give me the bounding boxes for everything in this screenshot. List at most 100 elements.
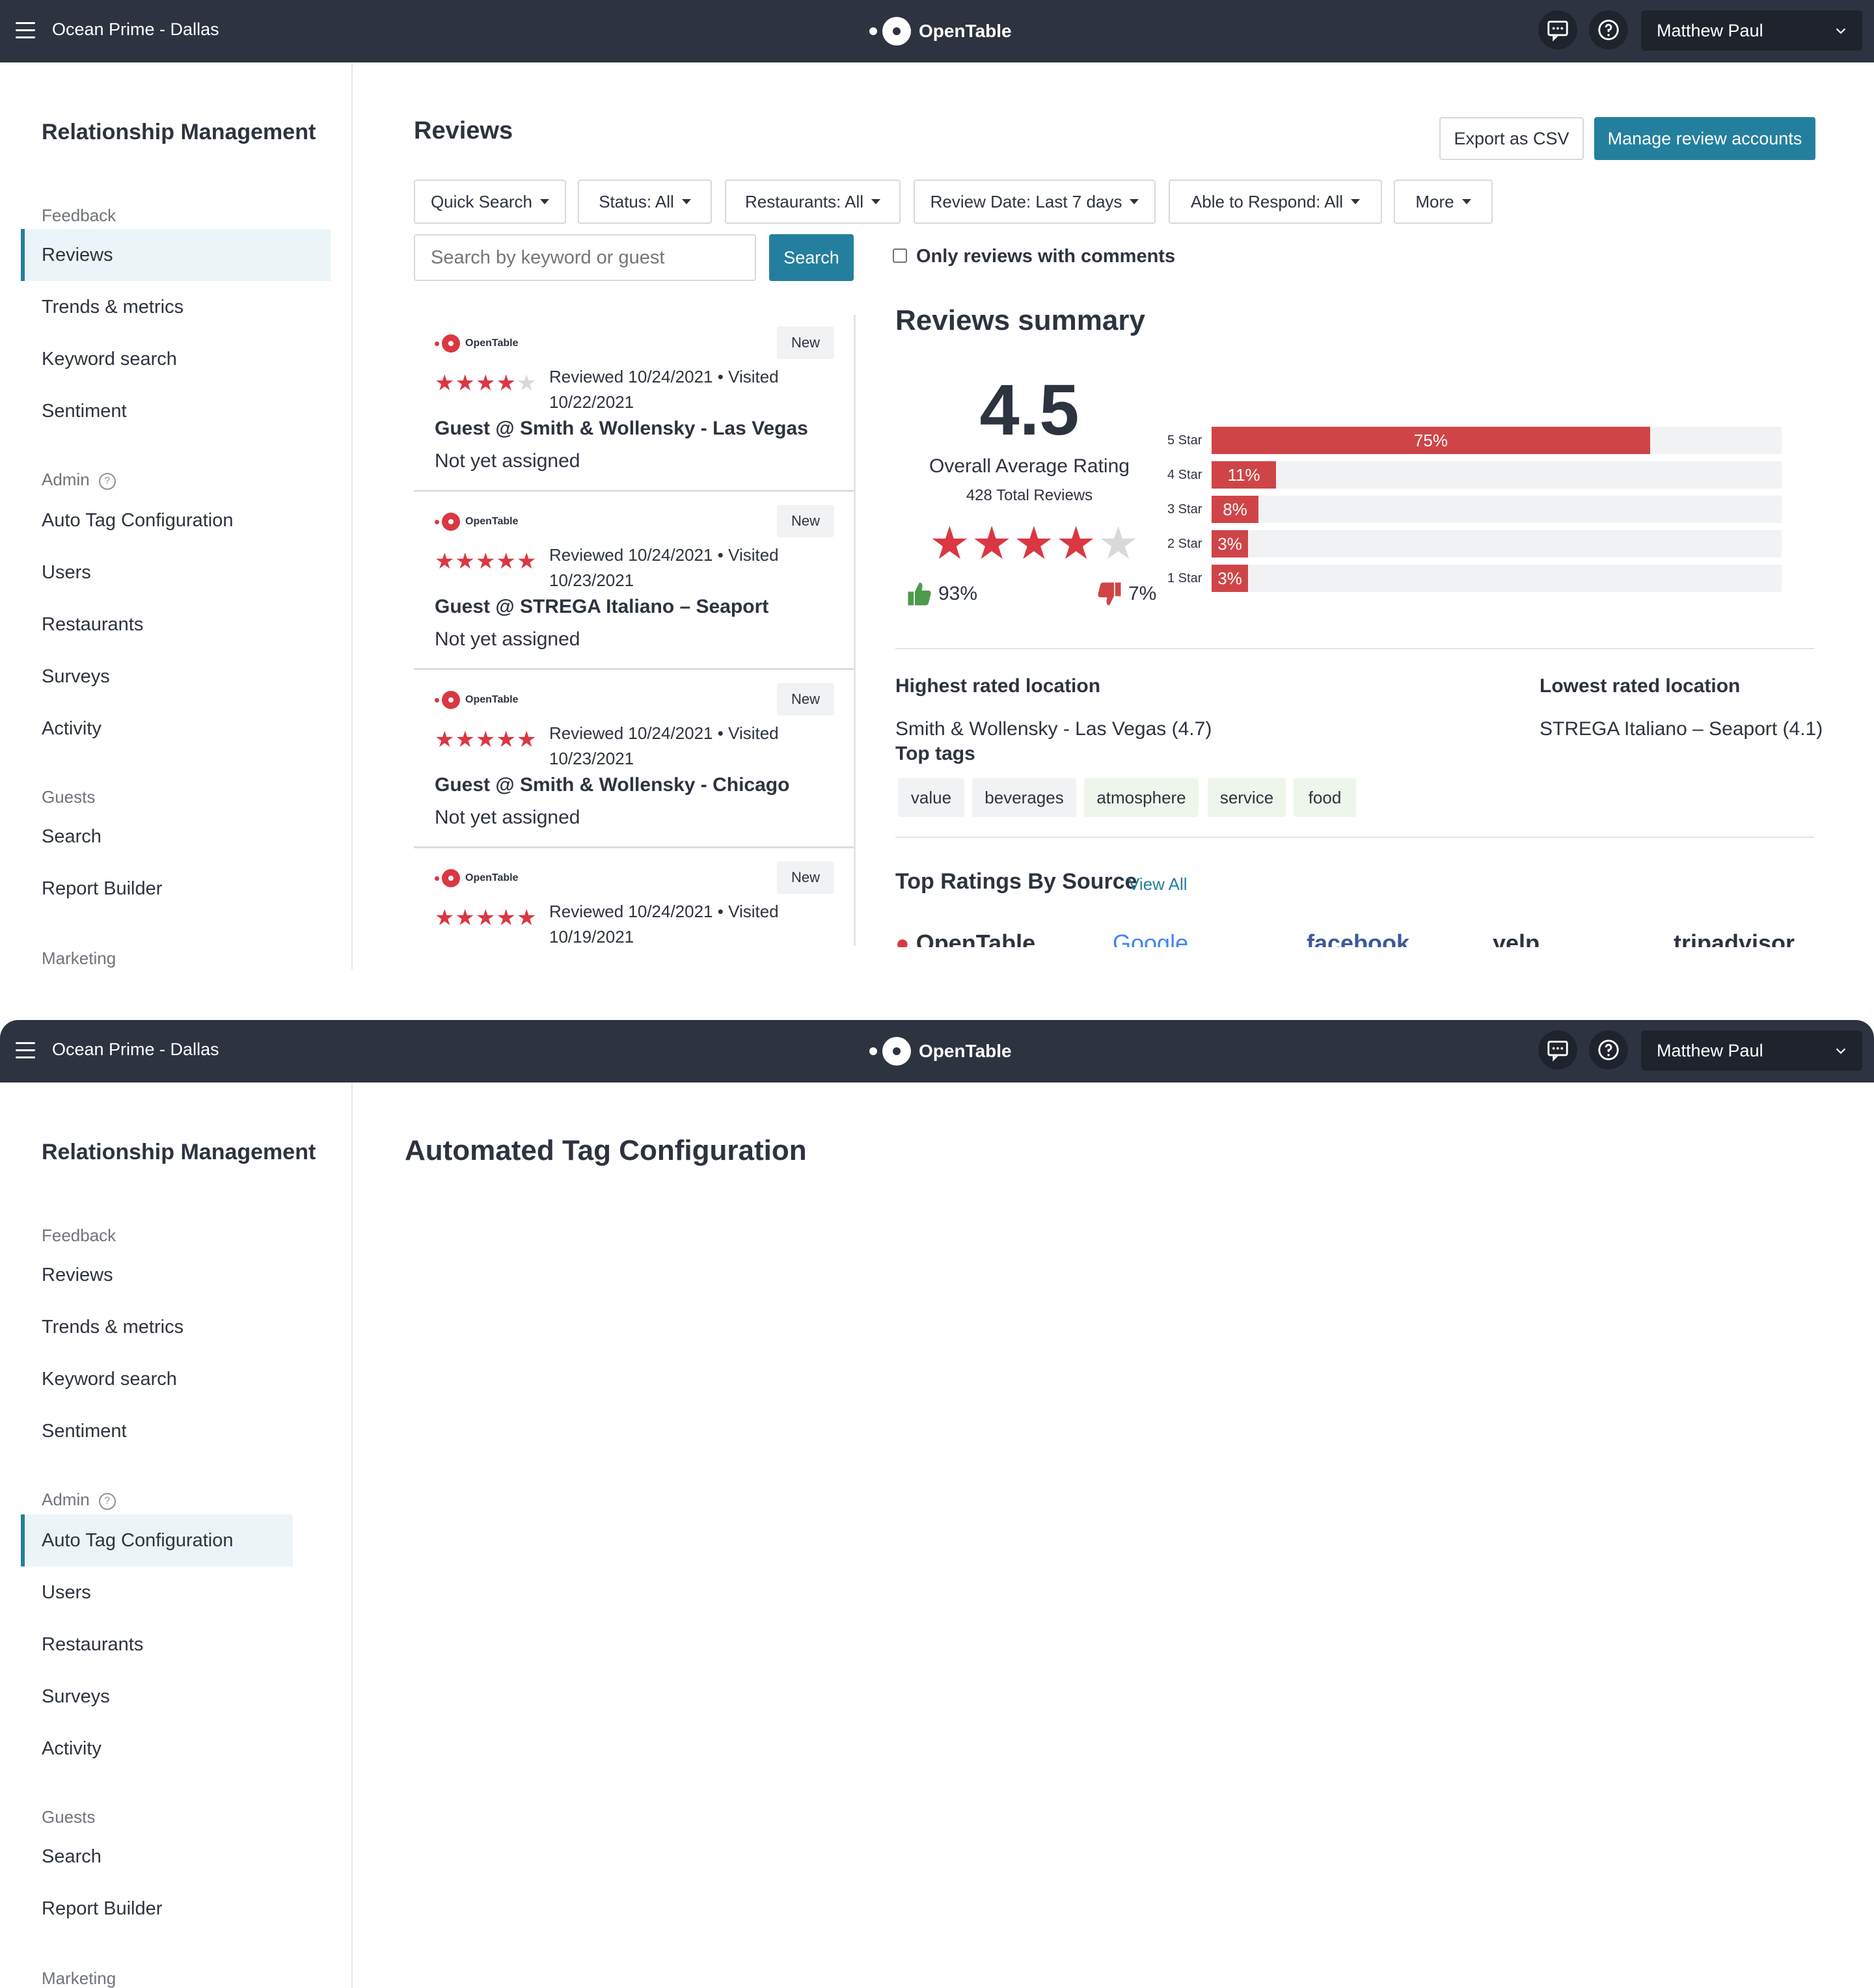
facebook-source-logo[interactable]: facebook [1307, 930, 1410, 948]
export-csv-button[interactable]: Export as CSV [1439, 117, 1584, 160]
star-label: 4 Star [1167, 468, 1202, 482]
sidebar-item-report-builder[interactable]: Report Builder [42, 1898, 163, 1919]
section-marketing: Marketing [42, 1968, 116, 1988]
new-badge: New [777, 683, 834, 716]
star-icon: ★ [455, 727, 476, 752]
filter-able-to-respond[interactable]: Able to Respond: All [1169, 180, 1382, 224]
auto-tag-screen: Ocean Prime - Dallas OpenTable Matthew P… [0, 1020, 1874, 1988]
filter-restaurants[interactable]: Restaurants: All [725, 180, 901, 224]
help-icon[interactable] [1589, 10, 1628, 49]
lowest-location-label: Lowest rated location [1540, 675, 1741, 697]
sidebar-item-auto-tag[interactable]: Auto Tag Configuration [42, 510, 234, 531]
comments-only-label[interactable]: Only reviews with comments [916, 246, 1176, 267]
star-icon: ★ [496, 371, 517, 396]
sidebar-item-search[interactable]: Search [42, 826, 102, 847]
tag-chip[interactable]: food [1294, 778, 1356, 817]
caret-down-icon [1351, 199, 1361, 204]
sidebar-item-sentiment[interactable]: Sentiment [42, 401, 127, 422]
venue-name[interactable]: Ocean Prime - Dallas [52, 1040, 219, 1059]
sidebar-item-restaurants[interactable]: Restaurants [42, 1634, 144, 1655]
menu-icon[interactable] [16, 1042, 35, 1060]
help-icon[interactable] [1589, 1030, 1628, 1069]
sidebar-item-restaurants[interactable]: Restaurants [42, 614, 144, 635]
search-input[interactable] [414, 234, 756, 281]
filter-review-date[interactable]: Review Date: Last 7 days [914, 180, 1156, 224]
sidebar-item-surveys[interactable]: Surveys [42, 666, 110, 687]
section-feedback: Feedback [42, 1226, 116, 1245]
new-badge: New [777, 327, 834, 359]
sidebar-item-report-builder[interactable]: Report Builder [42, 878, 163, 899]
review-card[interactable]: OpenTable New ★★★★★ Reviewed 10/24/2021 … [414, 493, 854, 670]
section-marketing: Marketing [42, 948, 116, 968]
tripadvisor-source-logo[interactable]: tripadvisor [1674, 930, 1795, 948]
sidebar-item-keyword-search[interactable]: Keyword search [42, 349, 177, 369]
distribution-row: 3 Star 8% [1165, 496, 1783, 523]
filter-more[interactable]: More [1394, 180, 1493, 224]
manage-accounts-button[interactable]: Manage review accounts [1594, 117, 1815, 160]
review-card[interactable]: OpenTable New ★★★★★ Reviewed 10/24/2021 … [414, 315, 854, 492]
sidebar-item-trends[interactable]: Trends & metrics [42, 297, 184, 317]
top-sources-title: Top Ratings By Source [895, 869, 1137, 894]
help-icon[interactable]: ? [98, 473, 116, 490]
sidebar-item-surveys[interactable]: Surveys [42, 1686, 110, 1707]
caret-down-icon [540, 199, 550, 204]
sidebar-item-activity[interactable]: Activity [42, 718, 102, 739]
thumbs-down-icon [1098, 582, 1121, 606]
help-icon[interactable]: ? [98, 1493, 116, 1510]
filter-quick-search[interactable]: Quick Search [414, 180, 566, 224]
venue-name[interactable]: Ocean Prime - Dallas [52, 20, 219, 39]
sidebar-item-reviews[interactable]: Reviews [21, 229, 331, 281]
search-button[interactable]: Search [769, 234, 854, 281]
tag-chip[interactable]: atmosphere [1084, 778, 1199, 817]
tag-chip[interactable]: value [898, 778, 964, 817]
sidebar-item-trends[interactable]: Trends & metrics [42, 1317, 184, 1337]
comments-only-checkbox[interactable] [893, 248, 907, 263]
star-icon: ★ [1098, 518, 1140, 569]
source-label: OpenTable [916, 930, 1036, 948]
section-admin-label: Admin [42, 470, 90, 489]
section-admin-label: Admin [42, 1490, 90, 1509]
sidebar-item-search[interactable]: Search [42, 1846, 102, 1867]
thumbs-up-icon [908, 582, 931, 606]
caret-down-icon [681, 199, 691, 204]
user-menu[interactable]: Matthew Paul [1641, 1030, 1862, 1071]
review-list[interactable]: OpenTable New ★★★★★ Reviewed 10/24/2021 … [414, 315, 856, 946]
chat-icon[interactable] [1538, 10, 1577, 49]
caret-down-icon [1130, 199, 1139, 204]
review-card[interactable]: OpenTable New ★★★★★ Reviewed 10/24/2021 … [414, 850, 854, 946]
sidebar-item-users[interactable]: Users [42, 562, 91, 583]
view-all-link[interactable]: View All [1128, 874, 1188, 894]
sidebar-item-auto-tag[interactable]: Auto Tag Configuration [21, 1514, 293, 1566]
source-name: OpenTable [465, 338, 519, 349]
sidebar-item-users[interactable]: Users [42, 1582, 91, 1603]
highest-location-value: Smith & Wollensky - Las Vegas (4.7) [895, 718, 1212, 740]
average-star-rating: ★★★★★ [929, 520, 1140, 566]
sidebar: Relationship Management Feedback Reviews… [0, 1082, 353, 1988]
google-source-logo[interactable]: Google [1113, 930, 1189, 948]
tag-chip[interactable]: beverages [972, 778, 1076, 817]
sidebar-item-reviews[interactable]: Reviews [42, 1265, 113, 1285]
sidebar-item-activity[interactable]: Activity [42, 1738, 102, 1759]
guest-location[interactable]: Guest @ Smith & Wollensky - Chicago [435, 774, 790, 796]
distribution-bar: 11% [1212, 461, 1276, 489]
guest-location[interactable]: Guest @ STREGA Italiano – Seaport [435, 596, 769, 617]
filter-label: Review Date: Last 7 days [930, 191, 1122, 211]
sidebar-item-keyword-search[interactable]: Keyword search [42, 1369, 177, 1390]
guest-location[interactable]: Guest @ Smith & Wollensky - Las Vegas [435, 418, 808, 439]
menu-icon[interactable] [16, 22, 35, 40]
divider [895, 648, 1814, 649]
chat-icon[interactable] [1538, 1030, 1577, 1069]
section-admin: Admin? [42, 1490, 116, 1510]
yelp-source-logo[interactable]: yelp [1493, 930, 1540, 948]
tag-chip[interactable]: service [1208, 778, 1286, 817]
user-name: Matthew Paul [1657, 21, 1763, 40]
reviews-screen: Ocean Prime - Dallas OpenTable Matthew P… [0, 0, 1874, 969]
opentable-source-logo[interactable]: ● OpenTable [895, 930, 1036, 948]
total-reviews-label: 428 Total Reviews [966, 487, 1093, 504]
sidebar-item-sentiment[interactable]: Sentiment [42, 1421, 127, 1442]
filter-status[interactable]: Status: All [578, 180, 712, 224]
review-card[interactable]: OpenTable New ★★★★★ Reviewed 10/24/2021 … [414, 671, 854, 848]
user-menu[interactable]: Matthew Paul [1641, 10, 1862, 51]
top-tags-label: Top tags [895, 743, 975, 764]
star-icon: ★ [435, 906, 455, 930]
